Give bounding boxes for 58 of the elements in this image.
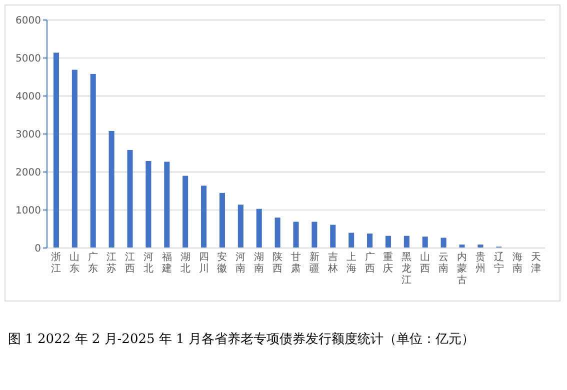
bar (348, 232, 354, 248)
x-tick-label: 湖南 (254, 251, 264, 274)
x-tick-label: 上海 (346, 251, 356, 274)
x-tick-label: 贵州 (475, 251, 486, 274)
bar (385, 236, 391, 248)
bar (146, 160, 152, 248)
bar (459, 244, 465, 248)
x-tick-label: 江苏 (106, 251, 117, 274)
bar (330, 224, 336, 248)
x-tick-label: 四川 (198, 252, 209, 274)
bar (201, 186, 207, 248)
x-tick-label: 辽宁 (494, 251, 504, 274)
x-tick-label: 山西 (420, 251, 430, 274)
bar (367, 234, 373, 248)
bar (238, 204, 244, 248)
x-tick-label: 陕西 (272, 251, 283, 274)
x-tick-label: 新疆 (309, 251, 320, 274)
bar (90, 74, 96, 248)
x-tick-label: 福建 (160, 251, 172, 274)
bar (72, 70, 78, 248)
x-tick-label: 重庆 (383, 251, 394, 274)
y-tick-label: 6000 (16, 16, 41, 26)
x-tick-label: 安徽 (217, 251, 228, 274)
x-tick-label: 甘肃 (291, 251, 301, 274)
x-tick-label: 云南 (438, 252, 449, 274)
bar (312, 222, 318, 248)
x-tick-label: 浙江 (51, 251, 62, 274)
x-tick-label: 广东 (88, 251, 98, 274)
y-tick-label: 4000 (16, 92, 41, 102)
bar (440, 238, 446, 248)
text: 图 1 2022 年 2 月-2025 年 1 月各省养老专项债券发行额度统计（单位：亿元） (8, 331, 474, 347)
bar (182, 176, 188, 248)
y-tick-label: 0 (34, 244, 41, 254)
bar (164, 162, 170, 248)
bar (256, 208, 262, 248)
bar (274, 218, 280, 248)
x-tick-label: 广西 (364, 251, 375, 274)
bar (219, 192, 225, 248)
bar (108, 130, 114, 248)
y-tick-label: 3000 (16, 130, 41, 140)
x-tick-label: 海南 (512, 251, 522, 274)
x-tick-label: 山东 (70, 251, 80, 274)
x-tick-label: 河北 (143, 251, 154, 274)
y-tick-label: 5000 (16, 54, 41, 64)
x-tick-label: 天津 (530, 252, 541, 274)
bar (404, 236, 410, 248)
bar (293, 222, 299, 248)
x-tick-label: 吉林 (326, 251, 338, 274)
x-tick-label: 黑龙江 (402, 252, 412, 286)
bar (127, 150, 133, 248)
y-tick-label: 2000 (16, 168, 41, 178)
bar (53, 52, 59, 248)
x-tick-label: 江西 (125, 251, 135, 274)
x-tick-label: 河南 (236, 251, 246, 274)
x-tick-label: 湖北 (180, 251, 190, 274)
bar (422, 236, 428, 248)
y-tick-label: 1000 (16, 206, 41, 216)
x-tick-label: 内蒙古 (457, 251, 467, 286)
